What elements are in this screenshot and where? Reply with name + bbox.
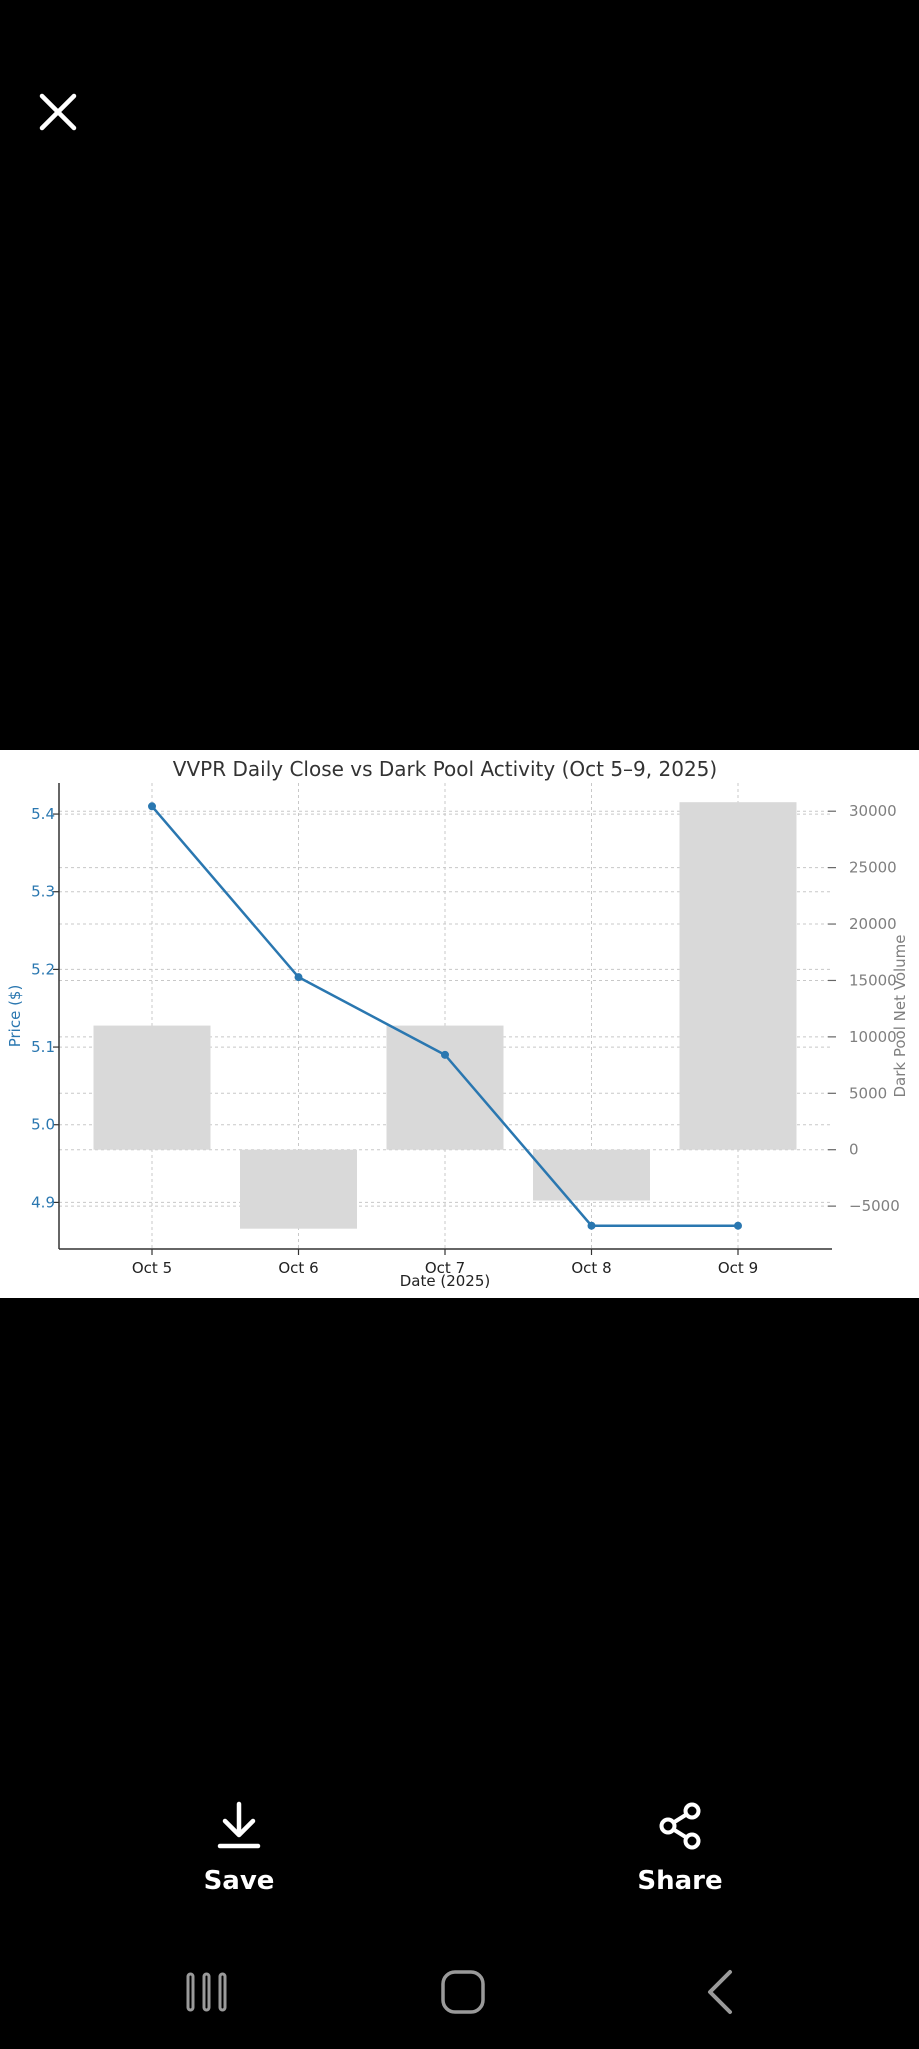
y2-tick-label: 10000 xyxy=(849,1028,897,1046)
y2-axis-label: Dark Pool Net Volume xyxy=(891,934,909,1097)
y2-tick-label: 25000 xyxy=(849,859,897,877)
x-tick-label: Oct 5 xyxy=(132,1259,172,1277)
x-axis-label: Date (2025) xyxy=(400,1272,491,1290)
save-button[interactable]: Save xyxy=(129,1800,349,1910)
volume-bar xyxy=(93,1025,211,1150)
y2-tick-label: 30000 xyxy=(849,802,897,820)
x-tick-label: Oct 9 xyxy=(718,1259,758,1277)
price-point xyxy=(441,1050,449,1059)
chart-ticks: Oct 5 Oct 6 Oct 7 Oct 8 Oct 9 4.9 5.0 5.1 5.2 5.3… xyxy=(31,802,900,1277)
share-button[interactable]: Share xyxy=(570,1800,790,1910)
save-label: Save xyxy=(203,1866,275,1896)
back-icon xyxy=(708,1970,732,2014)
back-button[interactable] xyxy=(686,1962,756,2022)
home-button[interactable] xyxy=(428,1962,498,2022)
y-tick-label: 5.0 xyxy=(31,1116,55,1134)
y-tick-label: 5.2 xyxy=(31,960,55,978)
y2-tick-label: −5000 xyxy=(849,1197,900,1215)
share-icon xyxy=(659,1802,701,1850)
y2-tick-label: 15000 xyxy=(849,971,897,989)
y2-tick-label: 0 xyxy=(849,1141,859,1159)
recents-button[interactable] xyxy=(172,1962,242,2022)
close-icon xyxy=(39,93,77,131)
chart-title: VVPR Daily Close vs Dark Pool Activity (… xyxy=(173,757,717,781)
volume-bars xyxy=(93,802,797,1229)
price-point xyxy=(148,802,156,811)
y2-tick-label: 5000 xyxy=(849,1084,887,1102)
y-axis-label: Price ($) xyxy=(6,985,24,1048)
y-tick-label: 5.3 xyxy=(31,883,55,901)
home-icon xyxy=(441,1970,485,2014)
price-point xyxy=(587,1221,596,1230)
y2-tick-label: 20000 xyxy=(849,915,897,933)
chart-svg: Oct 5 Oct 6 Oct 7 Oct 8 Oct 9 4.9 5.0 5.1 5.2 5.3… xyxy=(6,757,909,1290)
price-line-layer xyxy=(148,802,742,1230)
recents-icon xyxy=(186,1972,227,2012)
price-point xyxy=(734,1221,742,1230)
y-tick-label: 4.9 xyxy=(31,1193,55,1211)
volume-bar xyxy=(679,802,797,1150)
volume-bar xyxy=(240,1149,357,1229)
volume-bar xyxy=(386,1025,504,1150)
chart-image: Oct 5 Oct 6 Oct 7 Oct 8 Oct 9 4.9 5.0 5.1 5.2 5.3… xyxy=(0,750,919,1298)
system-nav-bar xyxy=(0,1940,919,2049)
download-icon xyxy=(217,1801,261,1849)
x-tick-label: Oct 6 xyxy=(278,1259,318,1277)
price-point xyxy=(294,973,303,982)
x-tick-label: Oct 7 xyxy=(425,1259,465,1277)
y-tick-label: 5.1 xyxy=(31,1038,55,1056)
close-button[interactable] xyxy=(30,84,86,140)
y-tick-label: 5.4 xyxy=(31,805,55,823)
volume-bar xyxy=(533,1149,650,1201)
share-label: Share xyxy=(637,1866,723,1896)
x-tick-label: Oct 8 xyxy=(571,1259,611,1277)
